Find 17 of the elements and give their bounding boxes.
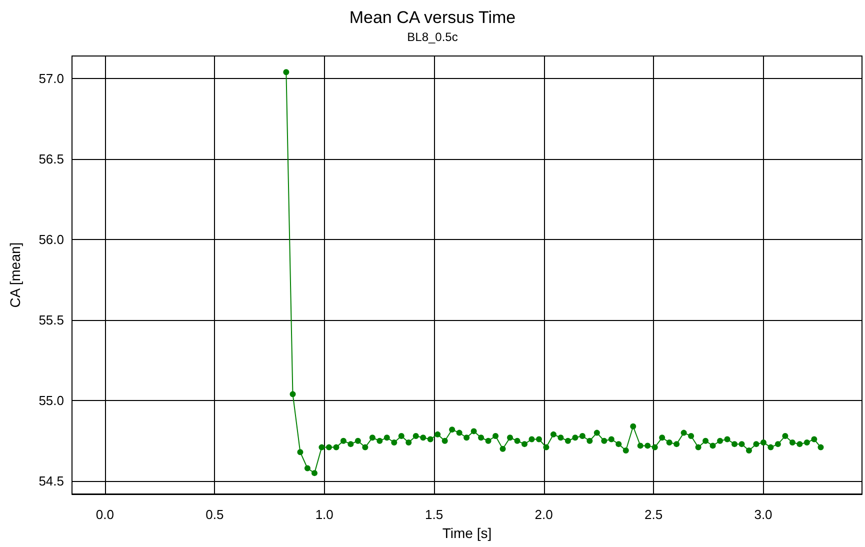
x-tick-label: 1.5	[425, 507, 444, 522]
y-tick-label: 55.5	[38, 312, 64, 328]
x-tick-label: 2.5	[644, 507, 663, 522]
chart-title: Mean CA versus Time	[349, 8, 516, 27]
y-tick-label: 56.5	[38, 152, 64, 167]
x-axis-title: Time [s]	[442, 525, 492, 541]
x-tick-label: 0.0	[96, 507, 114, 522]
y-tick-label: 55.0	[38, 393, 64, 408]
y-tick-label: 56.0	[38, 232, 64, 248]
x-tick-label: 3.0	[754, 507, 772, 522]
y-tick-label: 57.0	[38, 71, 64, 86]
chart-subtitle: BL8_0.5c	[407, 30, 458, 44]
y-tick-label: 54.5	[38, 474, 64, 489]
x-tick-label: 1.0	[315, 507, 334, 522]
y-axis-title: CA [mean]	[7, 242, 23, 308]
x-tick-label: 2.0	[534, 507, 553, 522]
x-tick-label: 0.5	[206, 507, 224, 522]
